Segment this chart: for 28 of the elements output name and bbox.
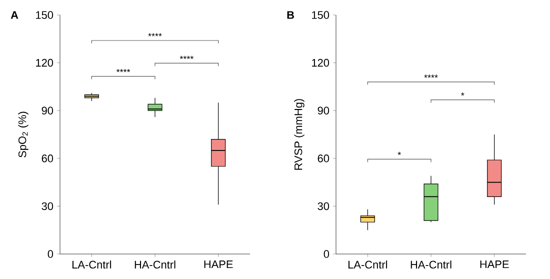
annotation: **** (116, 68, 130, 72)
x-tick-label: LA-Cntrl (72, 260, 112, 269)
y-tick-label: 150 (312, 11, 330, 19)
y-axis-title: SpO$_{2}$ (%) (18, 112, 28, 158)
y-tick-label: 30 (318, 202, 330, 210)
y-axis-title: RVSP (mmHg) (294, 99, 304, 170)
annotation: **** (424, 74, 438, 78)
x-tick-label: LA-Cntrl (348, 260, 388, 269)
y-tick-label: 90 (318, 106, 330, 114)
y-tick-label: 150 (36, 11, 54, 19)
x-tick-label: HAPE (480, 260, 509, 268)
annotation: **** (148, 33, 162, 36)
annotation: * (461, 92, 464, 96)
chart-title: A (10, 11, 18, 19)
annotation: **** (180, 56, 194, 59)
y-tick-label: 0 (48, 250, 54, 258)
chart-title: B (287, 11, 294, 19)
y-tick-label: 120 (312, 58, 330, 67)
x-tick-label: HA-Cntrl (410, 260, 452, 269)
y-tick-label: 60 (318, 154, 330, 162)
x-tick-label: HA-Cntrl (134, 260, 176, 269)
annotation: * (398, 152, 401, 155)
y-tick-label: 0 (324, 250, 330, 258)
x-tick-label: HAPE (204, 260, 233, 268)
y-tick-label: 60 (42, 154, 54, 162)
y-tick-label: 90 (42, 106, 54, 114)
y-tick-label: 30 (42, 202, 54, 210)
y-tick-label: 120 (36, 58, 54, 67)
